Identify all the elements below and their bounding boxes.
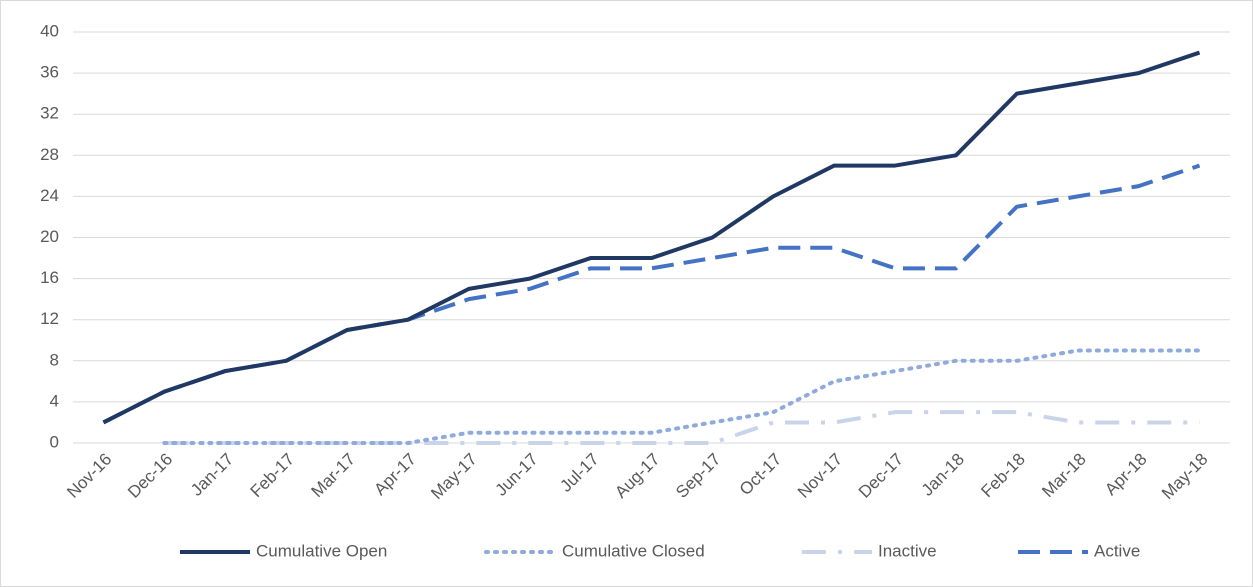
- y-tick-label: 40: [40, 21, 59, 40]
- y-tick-label: 32: [40, 104, 59, 123]
- series-line: [162, 348, 1202, 445]
- y-tick-label: 16: [40, 268, 59, 287]
- y-tick-label: 28: [40, 145, 59, 164]
- series-line: [102, 50, 1201, 425]
- y-tick-label: 24: [40, 186, 59, 205]
- y-tick-label: 12: [40, 309, 59, 328]
- legend-label: Cumulative Open: [256, 541, 387, 560]
- legend-label: Inactive: [878, 541, 937, 560]
- y-tick-label: 8: [50, 350, 59, 369]
- y-tick-label: 0: [50, 432, 59, 451]
- legend-label: Cumulative Closed: [562, 541, 705, 560]
- legend-label: Active: [1094, 541, 1140, 560]
- y-tick-label: 4: [50, 391, 59, 410]
- y-tick-label: 20: [40, 227, 59, 246]
- y-tick-label: 36: [40, 63, 59, 82]
